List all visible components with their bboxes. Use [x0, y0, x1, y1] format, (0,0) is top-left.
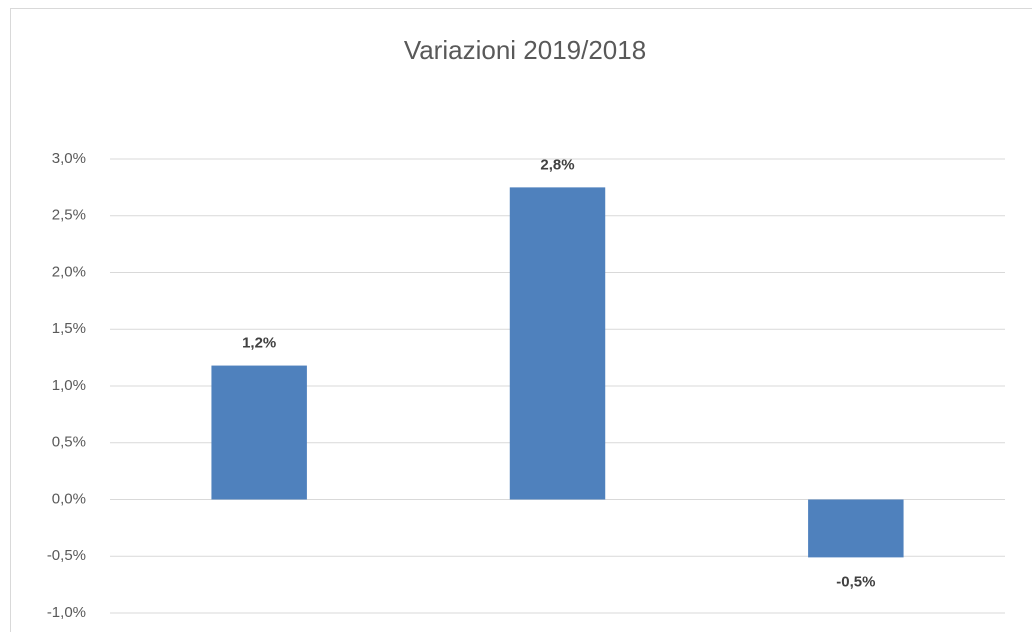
- y-tick-label: 1,5%: [52, 320, 86, 337]
- y-tick-label: 3,0%: [52, 150, 86, 167]
- y-tick-label: -0,5%: [47, 547, 86, 564]
- data-label: 2,8%: [540, 156, 574, 173]
- data-label: 1,2%: [242, 335, 276, 352]
- y-tick-label: 2,0%: [52, 263, 86, 280]
- y-tick-label: 0,5%: [52, 434, 86, 451]
- y-tick-label: 0,0%: [52, 490, 86, 507]
- data-label: -0,5%: [836, 573, 875, 590]
- bar: [211, 365, 307, 500]
- y-tick-label: 2,5%: [52, 207, 86, 224]
- y-tick-label: -1,0%: [47, 604, 86, 621]
- bar: [509, 187, 606, 500]
- bar: [808, 499, 904, 558]
- y-tick-label: 1,0%: [52, 377, 86, 394]
- chart-title: Variazioni 2019/2018: [404, 35, 646, 65]
